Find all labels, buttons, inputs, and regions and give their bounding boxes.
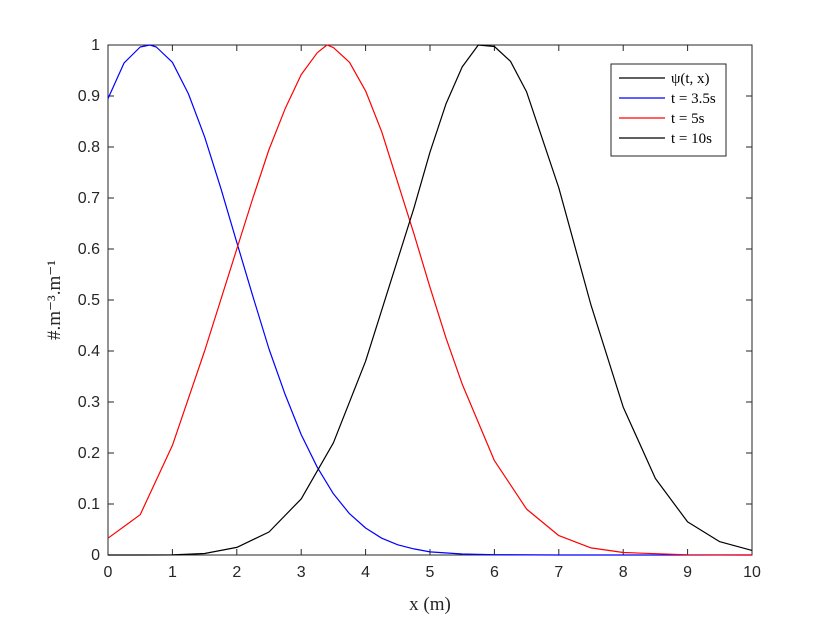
y-tick-label: 0.3	[78, 394, 100, 411]
legend-label-2: t = 3.5s	[671, 91, 716, 107]
legend-label-1: ψ(t, x)	[671, 71, 710, 87]
y-tick-label: 0.6	[78, 241, 100, 258]
x-axis-label: x (m)	[409, 594, 451, 615]
x-tick-label: 8	[619, 564, 628, 581]
y-axis-label: #.m⁻³.m⁻¹	[44, 260, 65, 340]
y-tick-label: 1	[91, 37, 100, 54]
x-tick-label: 2	[232, 564, 241, 581]
x-tick-label: 5	[426, 564, 435, 581]
series-layer	[107, 44, 753, 556]
x-tick-label: 3	[297, 564, 306, 581]
x-tick-label: 0	[104, 564, 113, 581]
y-tick-label: 0.2	[78, 445, 100, 462]
y-tick-label: 0.5	[78, 292, 100, 309]
legend-label-3: t = 5s	[671, 111, 705, 127]
x-tick-label: 9	[683, 564, 692, 581]
series-line-2	[107, 44, 753, 556]
x-tick-label: 10	[743, 564, 761, 581]
y-tick-label: 0.8	[78, 139, 100, 156]
y-tick-label: 0.7	[78, 190, 100, 207]
x-axis: 0 1 2 3 4 5 6 7 8 9 10	[104, 45, 761, 581]
x-tick-label: 1	[168, 564, 177, 581]
x-tick-label: 6	[490, 564, 499, 581]
x-tick-label: 4	[361, 564, 370, 581]
series-line-3	[108, 44, 753, 556]
legend: ψ(t, x) t = 3.5s t = 5s t = 10s	[610, 63, 727, 157]
y-tick-label: 0	[91, 547, 100, 564]
x-tick-label: 7	[554, 564, 563, 581]
y-tick-label: 0.4	[78, 343, 100, 360]
series-line-1	[107, 44, 752, 556]
legend-label-4: t = 10s	[671, 131, 712, 147]
legend-box	[610, 63, 727, 157]
y-tick-label: 0.1	[78, 496, 100, 513]
y-axis: 0 0.1 0.2 0.3 0.4 0.5 0.6 0.7 0.8 0.9 1	[78, 37, 752, 564]
y-tick-label: 0.9	[78, 88, 100, 105]
